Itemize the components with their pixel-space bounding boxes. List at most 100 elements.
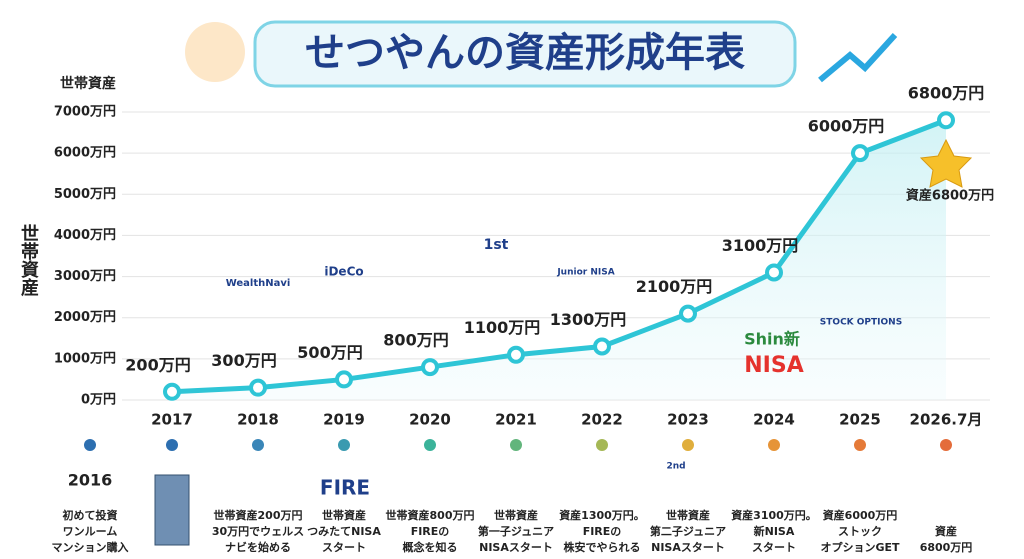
timeline-dot <box>596 439 608 451</box>
timeline-text: 世帯資産800万円 <box>386 508 475 522</box>
timeline-text: ナビを始める <box>225 540 291 554</box>
timeline-text: つみたてNISA <box>307 525 381 538</box>
timeline-text: 資産 <box>935 524 957 538</box>
point <box>851 144 869 163</box>
value-label: 500万円 <box>297 343 362 362</box>
timeline-dot <box>252 439 264 451</box>
timeline-text: FIREの <box>411 525 450 538</box>
line <box>169 117 949 395</box>
point <box>937 111 955 130</box>
timeline-text: 新NISA <box>754 524 795 538</box>
x-tick-label: 2017 <box>151 411 193 429</box>
timeline-text: 初めて投資 <box>63 508 118 522</box>
y-tick-label: 6000万円 <box>54 146 116 161</box>
y-axis-title: 世帯資産 <box>18 224 39 297</box>
star-label: 資産6800万円 <box>906 188 994 204</box>
value-label: 3100万円 <box>722 236 799 255</box>
timeline-text: 資産1300万円。 <box>559 508 645 522</box>
x-tick-label: 2022 <box>581 411 623 429</box>
value-label: 6800万円 <box>908 84 985 103</box>
point <box>163 382 181 401</box>
timeline-dot <box>854 439 866 451</box>
timeline-text: NISAスタート <box>479 541 553 554</box>
timeline-dot <box>682 439 694 451</box>
timeline-text: 資産6000万円 <box>823 508 898 522</box>
y-tick-label: 4000万円 <box>54 228 116 243</box>
timeline-text: FIREの <box>583 525 622 538</box>
y-tick-label: 7000万円 <box>54 105 116 120</box>
timeline-dot <box>768 439 780 451</box>
timeline-text: 世帯資産 <box>666 508 710 522</box>
timeline-text: 世帯資産 <box>494 508 538 522</box>
timeline-text: 第二子ジュニア <box>650 524 726 538</box>
y-tick-label: 5000万円 <box>54 187 116 202</box>
timeline-dot <box>84 439 96 451</box>
value-label: 2100万円 <box>636 277 713 296</box>
timeline-text: スタート <box>752 541 796 554</box>
building-icon <box>154 474 190 546</box>
y-tick-label: 2000万円 <box>54 310 116 325</box>
icon-label: FIRE <box>320 476 370 500</box>
point <box>249 378 267 397</box>
value-label: 1300万円 <box>550 310 627 329</box>
timeline-text: 株安でやられる <box>564 540 641 554</box>
timeline-text: 概念を知る <box>403 540 458 554</box>
timeline-year: 2016 <box>68 471 113 490</box>
avatar-icon <box>185 22 245 82</box>
value-label: 1100万円 <box>464 318 541 337</box>
timeline-text: 6800万円 <box>920 541 973 554</box>
y-tick-label: 3000万円 <box>54 269 116 284</box>
timeline-text: 世帯資産200万円 <box>214 508 303 522</box>
icon-label: STOCK OPTIONS <box>820 318 902 328</box>
timeline-dot <box>510 439 522 451</box>
point <box>507 345 525 364</box>
timeline-text: 第一子ジュニア <box>478 524 554 538</box>
x-tick-label: 2018 <box>237 411 279 429</box>
value-label: 800万円 <box>383 331 448 350</box>
value-label: 6000万円 <box>808 117 885 136</box>
star-icon <box>919 138 973 188</box>
timeline-text: NISAスタート <box>651 541 725 554</box>
timeline-dot <box>424 439 436 451</box>
icon-label: 1st <box>484 237 509 253</box>
y-unit-label: 世帯資産 <box>60 75 116 92</box>
value-label: 200万円 <box>125 355 190 374</box>
timeline-text: マンション購入 <box>52 540 129 554</box>
timeline-text: オプションGET <box>820 540 900 554</box>
timeline-text: 資産3100万円。 <box>731 508 817 522</box>
point <box>765 263 783 282</box>
timeline-dot <box>166 439 178 451</box>
timeline-text: 30万円でウェルス <box>212 525 304 538</box>
point <box>335 370 353 389</box>
x-tick-label: 2020 <box>409 411 451 429</box>
x-tick-label: 2026.7月 <box>910 411 983 429</box>
x-tick-label: 2021 <box>495 411 537 429</box>
point <box>421 358 439 377</box>
icon-label: NISA <box>744 353 803 378</box>
timeline-text: ストック <box>838 525 882 538</box>
area <box>172 120 946 400</box>
arrow-icon <box>818 32 898 83</box>
icon-label: 2nd <box>666 462 685 472</box>
x-tick-label: 2023 <box>667 411 709 429</box>
x-tick-label: 2024 <box>753 411 795 429</box>
value-label: 300万円 <box>211 351 276 370</box>
x-tick-label: 2019 <box>323 411 365 429</box>
y-tick-label: 0万円 <box>81 393 116 408</box>
timeline-text: スタート <box>322 541 366 554</box>
x-tick-label: 2025 <box>839 411 881 429</box>
icon-label: WealthNavi <box>226 278 291 289</box>
timeline-dot <box>338 439 350 451</box>
icon-label: iDeCo <box>324 265 363 279</box>
timeline-text: ワンルーム <box>63 525 118 538</box>
point <box>679 304 697 323</box>
y-tick-label: 1000万円 <box>54 351 116 366</box>
icon-label: Junior NISA <box>556 268 614 278</box>
title-box <box>253 20 797 88</box>
timeline-text: 世帯資産 <box>322 508 366 522</box>
timeline-dot <box>940 439 952 451</box>
icon-label: Shin新 <box>744 330 800 349</box>
point <box>593 337 611 356</box>
chart-title: せつやんの資産形成年表 <box>305 30 745 76</box>
